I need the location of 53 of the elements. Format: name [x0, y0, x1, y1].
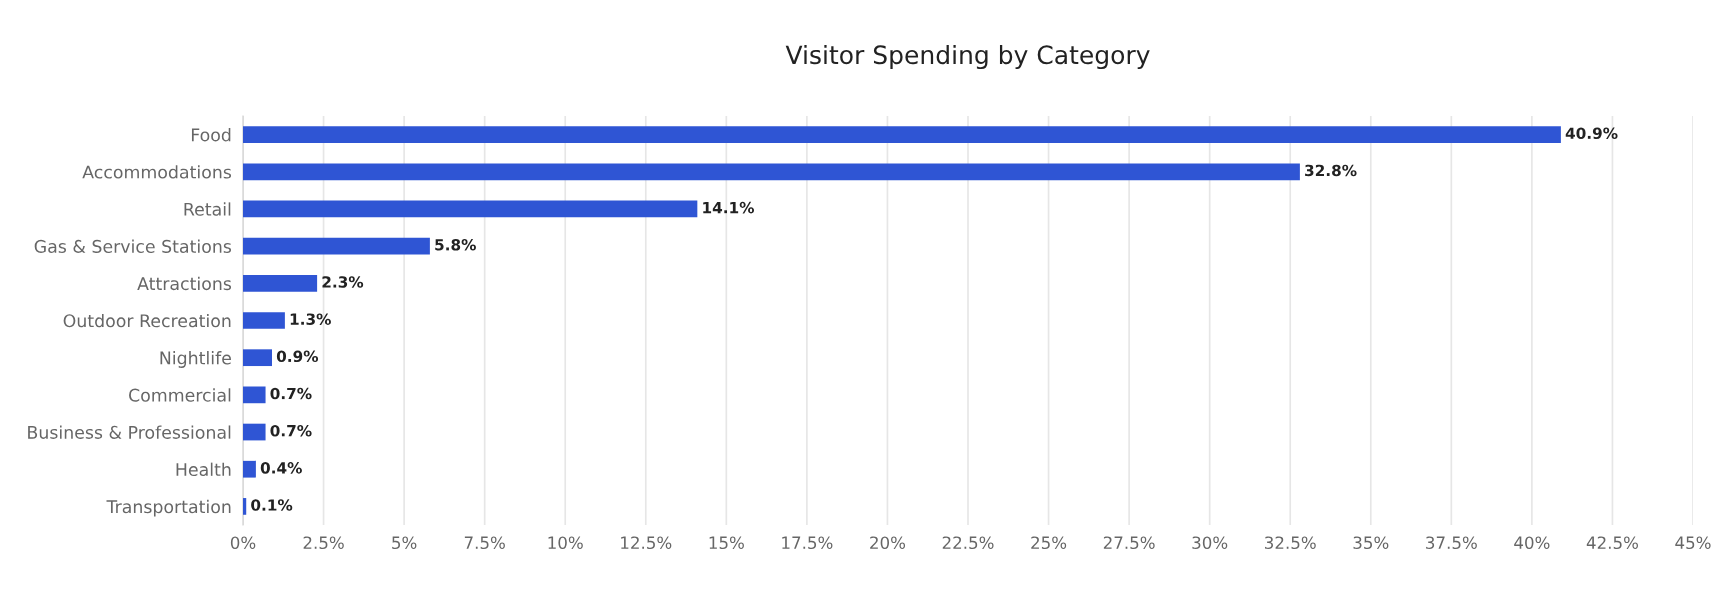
x-tick-label: 17.5%	[782, 536, 833, 550]
x-tick-label: 40%	[1514, 536, 1550, 550]
bar	[243, 274, 318, 292]
x-tick-label: 15%	[709, 536, 744, 550]
y-tick-label: Business & Professional	[28, 425, 231, 439]
x-tick-label: 42.5%	[1586, 536, 1638, 550]
data-label: 0.9%	[276, 350, 319, 363]
y-tick-label: Gas & Service Stations	[34, 239, 232, 253]
y-tick-label: Retail	[184, 202, 231, 216]
data-label: 14.1%	[703, 201, 755, 214]
data-label: 1.3%	[290, 313, 331, 325]
bar	[243, 349, 272, 367]
x-tick-label: 0%	[230, 536, 256, 550]
x-tick-label: 20%	[870, 536, 906, 550]
x-tick-label: 25%	[1031, 536, 1067, 550]
x-tick-label: 45%	[1675, 536, 1711, 550]
bar	[243, 126, 1561, 143]
x-tick-label: 32.5%	[1265, 536, 1316, 550]
bar	[243, 498, 247, 515]
chart-title: Visitor Spending by Category	[785, 44, 1150, 70]
x-tick-label: 35%	[1353, 536, 1389, 550]
x-tick-label: 22.5%	[942, 536, 994, 550]
x-tick-label: 2.5%	[303, 536, 344, 550]
bar	[243, 312, 285, 329]
data-label: 40.9%	[1565, 127, 1618, 140]
data-label: 32.8%	[1305, 164, 1357, 177]
y-tick-label: Transportation	[106, 499, 231, 517]
x-tick-label: 30%	[1192, 536, 1228, 550]
y-tick-label: Attractions	[137, 276, 232, 291]
x-tick-label: 37.5%	[1426, 536, 1477, 550]
bar	[243, 237, 430, 255]
data-label: 5.8%	[435, 239, 476, 251]
y-tick-label: Nightlife	[160, 351, 231, 368]
data-label: 0.1%	[251, 499, 293, 511]
y-tick-label: Health	[176, 462, 231, 477]
bar	[243, 386, 266, 404]
data-label: 0.7%	[270, 424, 312, 437]
data-label: 0.7%	[270, 387, 312, 400]
bar	[243, 200, 698, 218]
bar	[243, 460, 256, 478]
y-tick-label: Outdoor Recreation	[63, 313, 231, 328]
x-tick-label: 5%	[392, 536, 417, 550]
x-tick-label: 7.5%	[464, 536, 505, 550]
x-tick-label: 12.5%	[621, 536, 672, 550]
y-tick-label: Food	[191, 128, 231, 142]
x-tick-label: 10%	[548, 536, 583, 550]
data-label: 0.4%	[260, 462, 302, 474]
y-tick-label: Accommodations	[82, 165, 232, 179]
bar	[243, 423, 266, 441]
y-tick-label: Commercial	[129, 388, 231, 402]
data-label: 2.3%	[322, 276, 364, 288]
bar	[243, 163, 1300, 181]
x-tick-label: 27.5%	[1103, 536, 1155, 550]
